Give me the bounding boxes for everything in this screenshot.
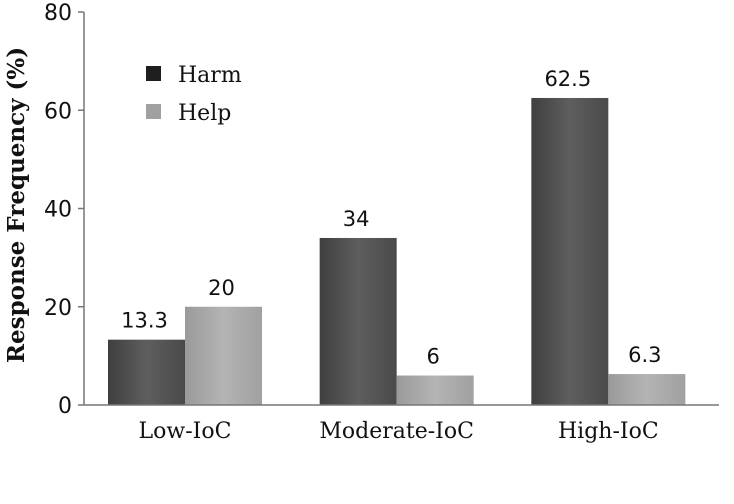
bars [108, 97, 686, 405]
y-tick-label: 80 [44, 1, 72, 26]
data-label: 62.5 [544, 67, 591, 91]
y-tick-label: 0 [58, 394, 72, 419]
y-axis-label: Response Frequency (%) [3, 47, 30, 363]
legend-swatch-help [146, 104, 161, 119]
category-labels: Low-IoC Moderate-IoC High-IoC [139, 419, 659, 444]
category-label: Moderate-IoC [319, 419, 474, 444]
data-label: 20 [208, 276, 235, 300]
data-labels: 13.3 20 34 6 62.5 6.3 [121, 67, 661, 369]
bar-help-low-ioc [185, 306, 262, 405]
y-tick-label: 40 [44, 198, 72, 223]
category-label: High-IoC [558, 419, 659, 444]
legend-label-help: Help [178, 101, 231, 126]
y-tick-label: 20 [44, 296, 72, 321]
data-label: 6.3 [628, 343, 661, 367]
legend: Harm Help [146, 63, 242, 126]
category-label: Low-IoC [139, 419, 232, 444]
bar-harm-moderate-ioc [319, 237, 397, 405]
bar-help-high-ioc [608, 374, 686, 405]
data-label: 6 [426, 345, 439, 369]
data-label: 34 [343, 207, 370, 231]
bar-harm-low-ioc [108, 339, 185, 405]
legend-swatch-harm [146, 66, 161, 81]
bar-harm-high-ioc [531, 97, 609, 405]
data-label: 13.3 [121, 309, 168, 333]
bar-help-moderate-ioc [396, 375, 474, 405]
y-axis-ticks: 0 20 40 60 80 [44, 1, 84, 419]
y-tick-label: 60 [44, 99, 72, 124]
legend-label-harm: Harm [178, 63, 242, 88]
